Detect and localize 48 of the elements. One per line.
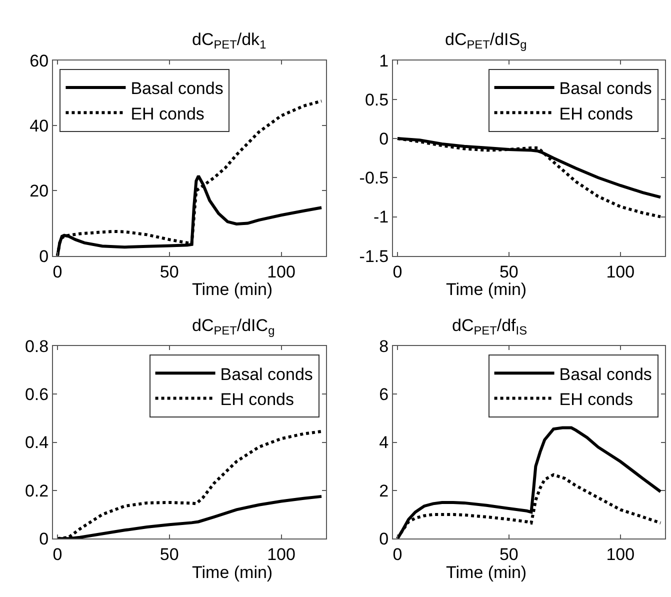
x-tick-label: 0 xyxy=(52,544,62,564)
chart-title: dC$_{PET}$/df$_{IS}$ xyxy=(452,316,528,338)
y-tick-label: 0.6 xyxy=(24,385,49,404)
legend-label: EH conds xyxy=(559,104,633,124)
y-tick-label: 20 xyxy=(30,182,49,201)
y-tick-label: 2 xyxy=(379,481,389,500)
y-tick-label: 0 xyxy=(39,246,49,266)
x-axis-title: Time (min) xyxy=(192,563,273,582)
legend-label: EH conds xyxy=(130,104,204,124)
chart-title: dC$_{PET}$/dk$_{1}$ xyxy=(192,30,267,52)
x-tick-label: 50 xyxy=(160,262,179,282)
legend-label: Basal conds xyxy=(130,79,224,98)
y-tick-label: -0.5 xyxy=(359,168,389,188)
y-tick-label: 0 xyxy=(39,530,49,549)
x-axis-title: Time (min) xyxy=(192,280,273,299)
y-tick-label: -1 xyxy=(373,208,389,227)
y-tick-label: 4 xyxy=(379,433,389,452)
y-tick-label: 0.5 xyxy=(364,90,389,110)
x-tick-label: 50 xyxy=(160,544,179,564)
x-tick-label: 50 xyxy=(499,262,518,282)
x-tick-label: 50 xyxy=(499,544,518,564)
x-tick-label: 100 xyxy=(606,544,635,564)
y-tick-label: 0.4 xyxy=(24,433,49,452)
x-tick-label: 0 xyxy=(392,544,402,564)
y-tick-label: 0 xyxy=(379,530,389,549)
x-tick-label: 100 xyxy=(267,262,296,282)
legend-label: Basal conds xyxy=(220,364,313,384)
y-tick-label: 40 xyxy=(30,116,49,136)
x-tick-label: 100 xyxy=(267,544,296,564)
x-axis-title: Time (min) xyxy=(446,563,527,582)
chart-title: dC$_{PET}$/dIS$_{g}$ xyxy=(445,30,527,52)
y-tick-label: -1.5 xyxy=(359,246,389,266)
x-axis-title: Time (min) xyxy=(446,280,527,299)
legend-label: EH conds xyxy=(220,390,294,409)
y-tick-label: 8 xyxy=(379,336,389,356)
legend-label: Basal conds xyxy=(559,364,652,384)
y-tick-label: 0 xyxy=(379,129,389,148)
x-tick-label: 0 xyxy=(52,262,62,282)
y-tick-label: 60 xyxy=(30,51,49,70)
y-tick-label: 0.2 xyxy=(24,481,49,500)
x-tick-label: 100 xyxy=(606,262,635,282)
y-tick-label: 0.8 xyxy=(24,336,49,356)
x-tick-label: 0 xyxy=(392,262,402,282)
y-tick-label: 1 xyxy=(379,51,389,70)
legend-label: Basal conds xyxy=(559,79,652,98)
legend-label: EH conds xyxy=(559,390,633,409)
chart-title: dC$_{PET}$/dIC$_{g}$ xyxy=(192,316,275,338)
y-tick-label: 6 xyxy=(379,385,389,404)
